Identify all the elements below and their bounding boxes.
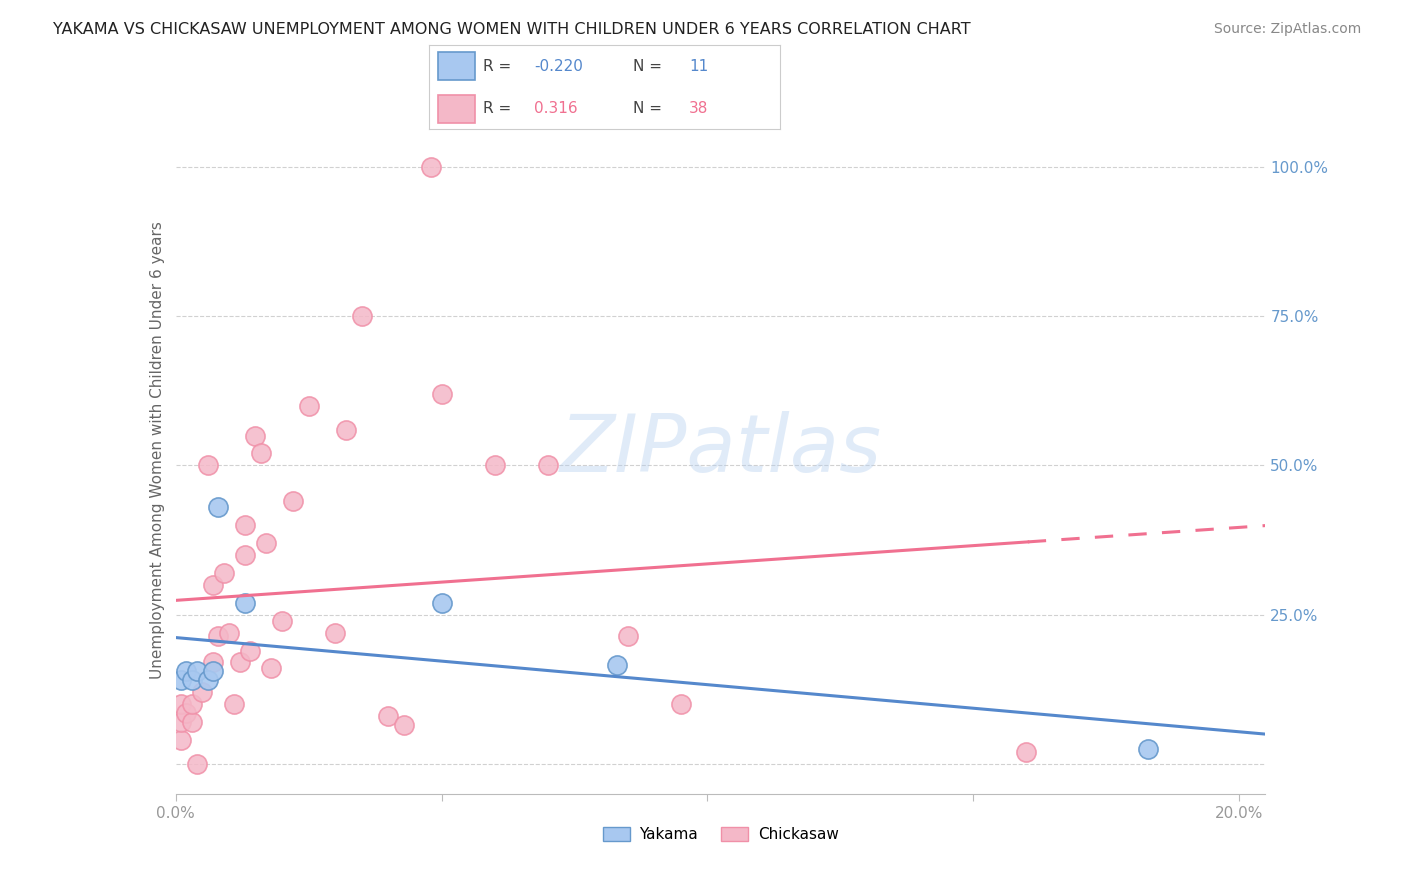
Point: [484, 458, 506, 473]
Point: [186, 757, 208, 772]
Point: [669, 698, 692, 712]
Text: 38: 38: [689, 101, 709, 116]
Point: [323, 625, 346, 640]
Point: [201, 656, 224, 670]
Point: [249, 446, 271, 460]
Point: [207, 500, 229, 515]
Text: YAKAMA VS CHICKASAW UNEMPLOYMENT AMONG WOMEN WITH CHILDREN UNDER 6 YEARS CORRELA: YAKAMA VS CHICKASAW UNEMPLOYMENT AMONG W…: [53, 22, 972, 37]
Point: [239, 643, 262, 657]
Point: [207, 629, 229, 643]
Point: [233, 548, 256, 562]
Point: [197, 458, 219, 473]
Point: [616, 629, 638, 643]
Point: [180, 673, 202, 688]
Point: [254, 536, 277, 550]
Point: [228, 656, 250, 670]
Point: [430, 596, 453, 610]
Point: [197, 673, 219, 688]
Point: [201, 578, 224, 592]
Point: [233, 518, 256, 533]
Point: [176, 706, 198, 721]
Point: [201, 665, 224, 679]
Point: [170, 698, 193, 712]
Point: [430, 386, 453, 401]
Point: [191, 685, 214, 699]
Text: N =: N =: [633, 59, 666, 74]
Point: [419, 160, 441, 174]
Point: [212, 566, 235, 580]
Point: [260, 661, 283, 675]
FancyBboxPatch shape: [437, 53, 475, 80]
Y-axis label: Unemployment Among Women with Children Under 6 years: Unemployment Among Women with Children U…: [149, 221, 165, 680]
Point: [1137, 742, 1160, 756]
Point: [233, 596, 256, 610]
Text: R =: R =: [484, 101, 516, 116]
Point: [281, 494, 304, 508]
Point: [537, 458, 560, 473]
Point: [245, 428, 267, 442]
Point: [271, 614, 294, 628]
Text: 0.316: 0.316: [534, 101, 578, 116]
FancyBboxPatch shape: [437, 95, 475, 122]
Text: N =: N =: [633, 101, 666, 116]
Point: [224, 698, 246, 712]
Point: [1015, 745, 1038, 759]
Text: 11: 11: [689, 59, 709, 74]
Point: [335, 423, 357, 437]
Point: [350, 309, 373, 323]
Point: [180, 715, 202, 730]
Point: [180, 698, 202, 712]
Point: [170, 715, 193, 730]
Text: Source: ZipAtlas.com: Source: ZipAtlas.com: [1213, 22, 1361, 37]
Point: [176, 665, 198, 679]
Point: [606, 658, 628, 673]
Point: [298, 399, 321, 413]
Point: [377, 709, 399, 723]
Text: ZIPatlas: ZIPatlas: [560, 411, 882, 490]
Text: R =: R =: [484, 59, 516, 74]
Text: -0.220: -0.220: [534, 59, 583, 74]
Point: [394, 718, 416, 732]
Legend: Yakama, Chickasaw: Yakama, Chickasaw: [596, 821, 845, 848]
Point: [218, 625, 240, 640]
Point: [170, 733, 193, 747]
Point: [186, 665, 208, 679]
Point: [170, 673, 193, 688]
